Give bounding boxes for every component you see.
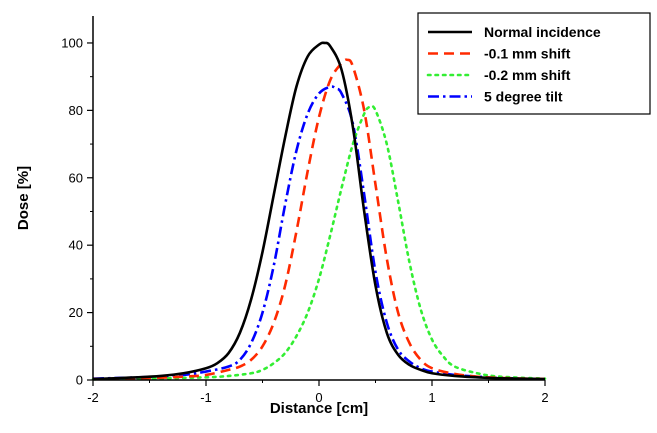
series-line-2 xyxy=(91,104,547,381)
legend-entry-label: Normal incidence xyxy=(484,24,601,40)
series-line-3 xyxy=(92,85,546,381)
y-tick-label: 100 xyxy=(61,35,83,50)
y-tick-label: 0 xyxy=(76,373,83,388)
y-tick-label: 20 xyxy=(69,305,83,320)
legend: Normal incidence -0.1 mm shift -0.2 mm shi… xyxy=(417,12,651,115)
y-axis-ticks: 0 20 40 60 80 100 xyxy=(61,35,93,388)
legend-entry-label: -0.2 mm shift xyxy=(484,67,571,83)
y-tick-label: 60 xyxy=(69,170,83,185)
series-line-0 xyxy=(92,41,546,381)
y-axis-label: Dose [%] xyxy=(15,166,32,230)
x-tick-label: 1 xyxy=(428,390,435,405)
legend-entry-label: 5 degree tilt xyxy=(484,89,563,105)
series-line-1 xyxy=(92,58,546,381)
x-tick-label: 0 xyxy=(315,390,322,405)
legend-entry-label: -0.1 mm shift xyxy=(484,46,571,62)
y-tick-label: 80 xyxy=(69,103,83,118)
y-tick-label: 40 xyxy=(69,238,83,253)
x-axis-ticks: -2 -1 0 1 2 xyxy=(87,380,549,405)
x-tick-label: -1 xyxy=(200,390,212,405)
plot-area xyxy=(91,41,547,381)
x-tick-label: 2 xyxy=(541,390,548,405)
x-tick-label: -2 xyxy=(87,390,99,405)
x-axis-label: Distance [cm] xyxy=(270,400,368,417)
